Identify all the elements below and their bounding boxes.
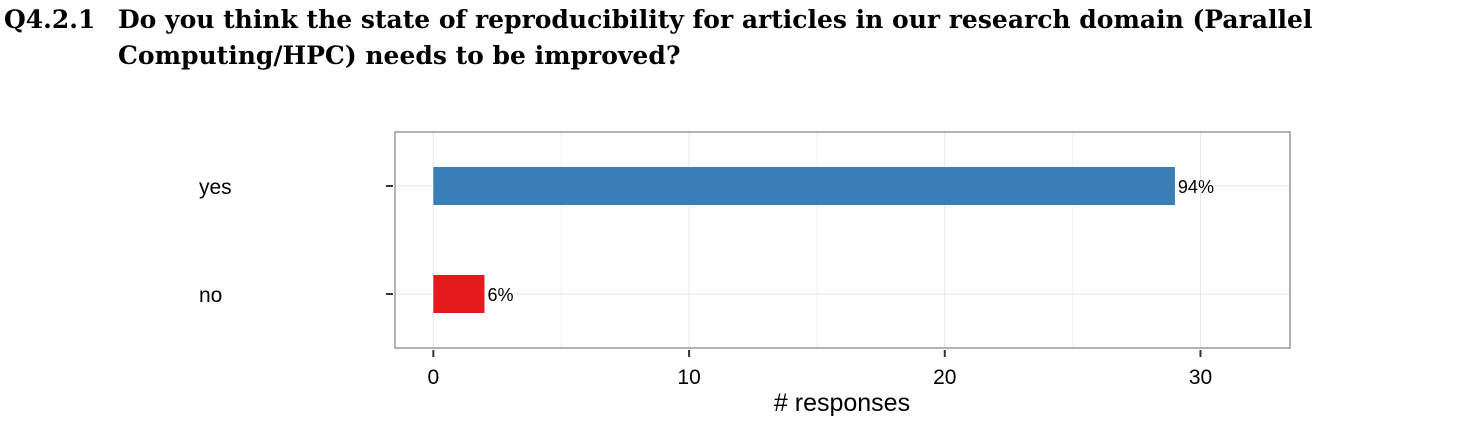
question-text: Do you think the state of reproducibilit… — [118, 5, 1313, 70]
x-tick-label: 0 — [428, 366, 440, 389]
x-axis-ticks: 0 10 20 30 — [428, 350, 1212, 389]
bar-label-no: 6% — [488, 285, 514, 305]
bar-yes — [433, 167, 1175, 205]
x-tick-label: 30 — [1189, 366, 1212, 389]
bar-label-yes: 94% — [1178, 177, 1214, 197]
x-tick-label: 10 — [677, 366, 700, 389]
grid-lines — [395, 132, 1290, 348]
bar-no — [433, 275, 485, 313]
x-tick-label: 20 — [933, 366, 956, 389]
x-axis-title: # responses — [774, 389, 910, 417]
y-tick-label-yes: yes — [199, 176, 232, 199]
y-axis-ticks: yes no — [199, 176, 393, 307]
bars: 94% 6% — [433, 167, 1214, 313]
question-number: Q4.2.1 — [4, 5, 96, 34]
y-tick-label-no: no — [199, 284, 222, 307]
plot-panel-border — [394, 131, 1291, 349]
